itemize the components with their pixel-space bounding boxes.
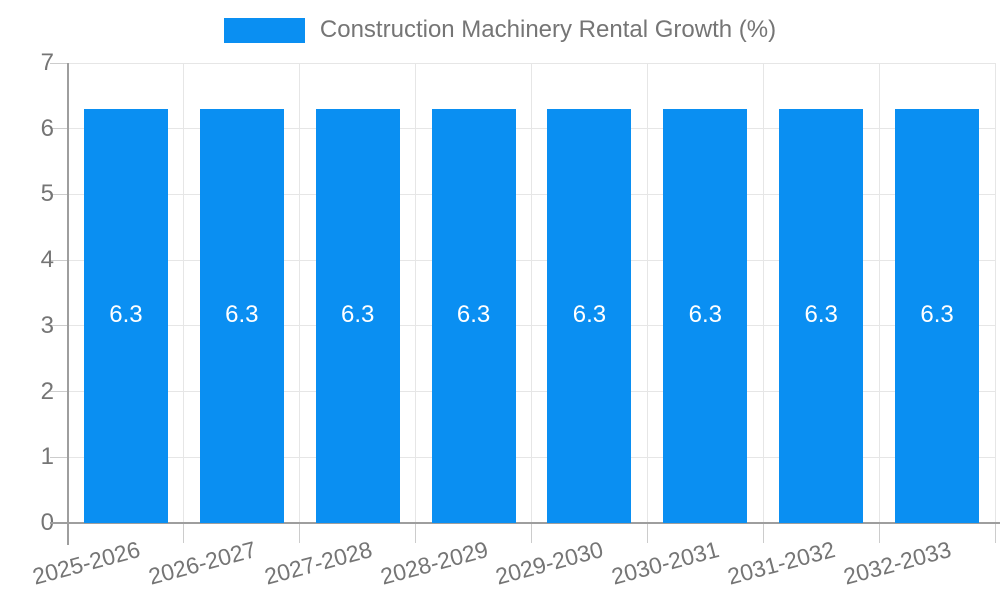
bar[interactable]: [315, 109, 400, 523]
x-gridline: [646, 63, 648, 523]
legend[interactable]: Construction Machinery Rental Growth (%): [0, 14, 1000, 46]
y-axis-tick-label: 3: [40, 311, 54, 339]
x-gridline: [762, 63, 764, 523]
x-tick-mark: [762, 523, 764, 543]
y-axis-tick-label: 2: [40, 377, 54, 405]
y-tick-mark: [50, 391, 68, 393]
bar-value-label: 6.3: [920, 301, 954, 328]
legend-label: Construction Machinery Rental Growth (%): [319, 16, 777, 43]
y-axis-tick-label: 0: [40, 509, 54, 536]
x-axis-tick-label: 2027-2028: [261, 536, 375, 590]
y-axis-tick-label: 4: [40, 246, 54, 274]
bar[interactable]: [663, 109, 748, 523]
y-tick-mark: [50, 193, 68, 195]
x-tick-mark: [415, 523, 417, 543]
bar[interactable]: [199, 109, 284, 523]
bar-value-label: 6.3: [109, 301, 143, 328]
x-axis-line: [50, 522, 1000, 524]
bar-value-label: 6.3: [225, 301, 259, 328]
x-axis-tick-label: 2028-2029: [377, 536, 491, 590]
y-tick-mark: [50, 62, 68, 64]
x-gridline: [531, 63, 532, 523]
x-tick-mark: [531, 523, 532, 543]
y-tick-mark: [50, 259, 68, 261]
y-axis-tick-label: 1: [40, 443, 54, 471]
x-tick-mark: [878, 523, 880, 543]
x-gridline: [415, 63, 417, 523]
x-gridline: [299, 63, 301, 523]
x-axis-tick-label: 2030-2031: [609, 536, 723, 590]
x-axis-tick-label: 2031-2032: [724, 536, 838, 590]
x-tick-mark: [646, 523, 648, 543]
bar[interactable]: [779, 109, 864, 523]
bar[interactable]: [895, 109, 980, 523]
x-axis-tick-label: 2026-2027: [145, 536, 259, 590]
x-tick-mark: [183, 523, 185, 543]
y-axis-tick-label: 6: [40, 114, 54, 142]
x-axis-tick-label: 2025-2026: [29, 536, 143, 590]
x-tick-mark: [994, 523, 996, 543]
y-tick-mark: [50, 456, 68, 458]
bar[interactable]: [83, 109, 168, 523]
x-axis-tick-label: 2029-2030: [493, 536, 607, 590]
legend-swatch: [223, 17, 305, 43]
y-axis-tick-label: 5: [40, 180, 54, 208]
bar-value-label: 6.3: [804, 301, 838, 328]
y-axis-line: [67, 63, 69, 545]
bar[interactable]: [431, 109, 516, 523]
x-axis-tick-label: 2032-2033: [840, 536, 954, 590]
x-gridline: [994, 63, 996, 523]
bar[interactable]: [547, 109, 632, 523]
bar-value-label: 6.3: [341, 301, 375, 328]
bar-value-label: 6.3: [572, 301, 607, 328]
x-gridline: [183, 63, 185, 523]
y-tick-mark: [50, 325, 68, 327]
bar-value-label: 6.3: [456, 301, 491, 328]
x-tick-mark: [299, 523, 301, 543]
y-axis-tick-label: 7: [40, 49, 54, 76]
y-tick-mark: [50, 128, 68, 130]
x-gridline: [878, 63, 880, 523]
bar-value-label: 6.3: [688, 301, 722, 328]
